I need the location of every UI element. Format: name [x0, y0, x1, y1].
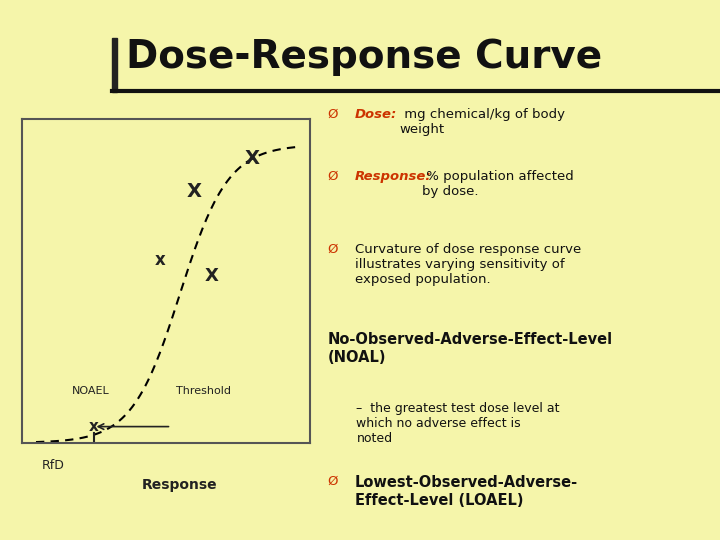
Text: Dose-Response Curve: Dose-Response Curve: [126, 38, 602, 76]
Text: NOAEL: NOAEL: [72, 386, 109, 396]
Bar: [112, 38, 117, 92]
Text: Threshold: Threshold: [176, 386, 230, 396]
Text: mg chemical/kg of body
weight: mg chemical/kg of body weight: [400, 108, 564, 136]
Text: X: X: [245, 149, 259, 168]
Text: X: X: [187, 181, 202, 200]
Text: Response:: Response:: [355, 170, 431, 183]
Text: Dose:: Dose:: [355, 108, 397, 121]
Text: X: X: [204, 267, 219, 285]
Text: x: x: [155, 251, 165, 268]
Text: x: x: [89, 419, 99, 434]
Text: Ø: Ø: [328, 108, 342, 121]
Text: Curvature of dose response curve
illustrates varying sensitivity of
exposed popu: Curvature of dose response curve illustr…: [355, 243, 581, 286]
Text: Response: Response: [142, 478, 218, 492]
Text: Ø: Ø: [328, 243, 342, 256]
Text: Lowest-Observed-Adverse-
Effect-Level (LOAEL): Lowest-Observed-Adverse- Effect-Level (L…: [355, 475, 578, 508]
Text: % population affected
by dose.: % population affected by dose.: [422, 170, 574, 198]
Text: No-Observed-Adverse-Effect-Level
(NOAL): No-Observed-Adverse-Effect-Level (NOAL): [328, 332, 613, 365]
Text: Ø: Ø: [328, 170, 342, 183]
Text: RfD: RfD: [42, 458, 65, 472]
Text: Ø: Ø: [328, 475, 342, 488]
Text: –  the greatest test dose level at
which no adverse effect is
noted: – the greatest test dose level at which …: [356, 402, 560, 446]
